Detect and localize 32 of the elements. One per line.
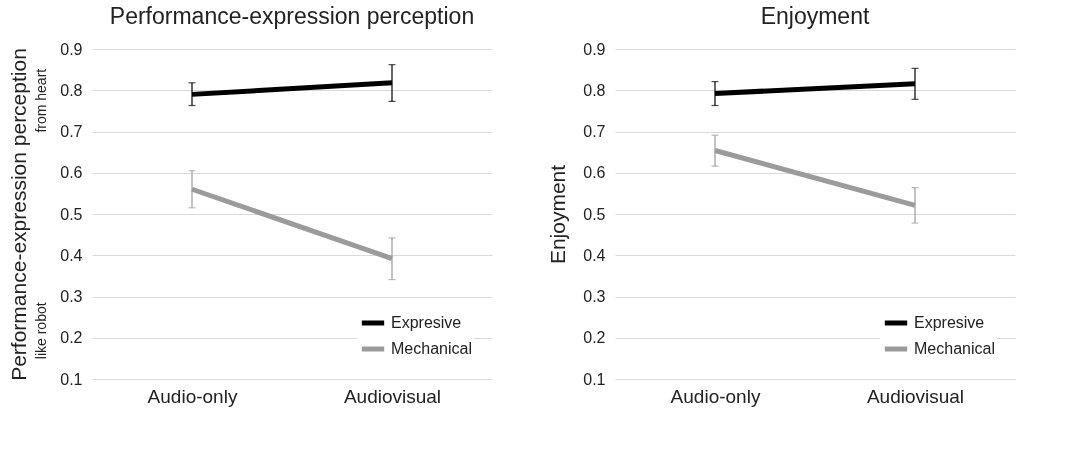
x-tick-label: Audio-only <box>670 385 761 407</box>
y-tick-label: 0.9 <box>583 40 606 58</box>
y-tick-label: 0.4 <box>60 246 83 264</box>
text: like robot <box>33 302 49 360</box>
y-tick-label: 0.6 <box>60 164 83 182</box>
y-tick-label: 0.3 <box>60 288 83 305</box>
chart-title: Enjoyment <box>760 3 870 29</box>
y-tick-label: 0.3 <box>583 288 606 305</box>
y-tick-label: 0.8 <box>60 81 83 99</box>
text: from heart <box>33 68 49 133</box>
x-tick-label: Audiovisual <box>343 385 442 407</box>
y-tick-label: 0.8 <box>583 81 606 99</box>
y-tick-label: 0.1 <box>583 370 606 388</box>
y-tick-label: 0.6 <box>583 164 606 182</box>
y-tick-label: 0.5 <box>583 205 606 223</box>
x-tick-label: Audiovisual <box>866 385 965 407</box>
y-tick-label: 0.2 <box>60 329 83 347</box>
y-tick-label: 0.7 <box>583 123 606 140</box>
legend-label: Mechanical <box>914 340 995 357</box>
y-tick-label: 0.1 <box>60 370 83 388</box>
legend-label: Mechanical <box>391 340 472 357</box>
x-tick-label: Audio-only <box>147 385 238 407</box>
chart-title: Performance-expression perception <box>109 3 475 29</box>
y-tick-label: 0.5 <box>60 205 83 223</box>
y-tick-label: 0.7 <box>60 123 83 140</box>
y-axis-title: Performance-expression perception <box>7 48 31 381</box>
legend-label: Expresive <box>391 314 462 331</box>
y-tick-label: 0.9 <box>60 40 83 58</box>
y-tick-label: 0.4 <box>583 246 606 264</box>
legend-label: Expresive <box>914 314 985 331</box>
y-axis-title: Enjoyment <box>546 164 570 265</box>
y-tick-label: 0.2 <box>583 329 606 347</box>
